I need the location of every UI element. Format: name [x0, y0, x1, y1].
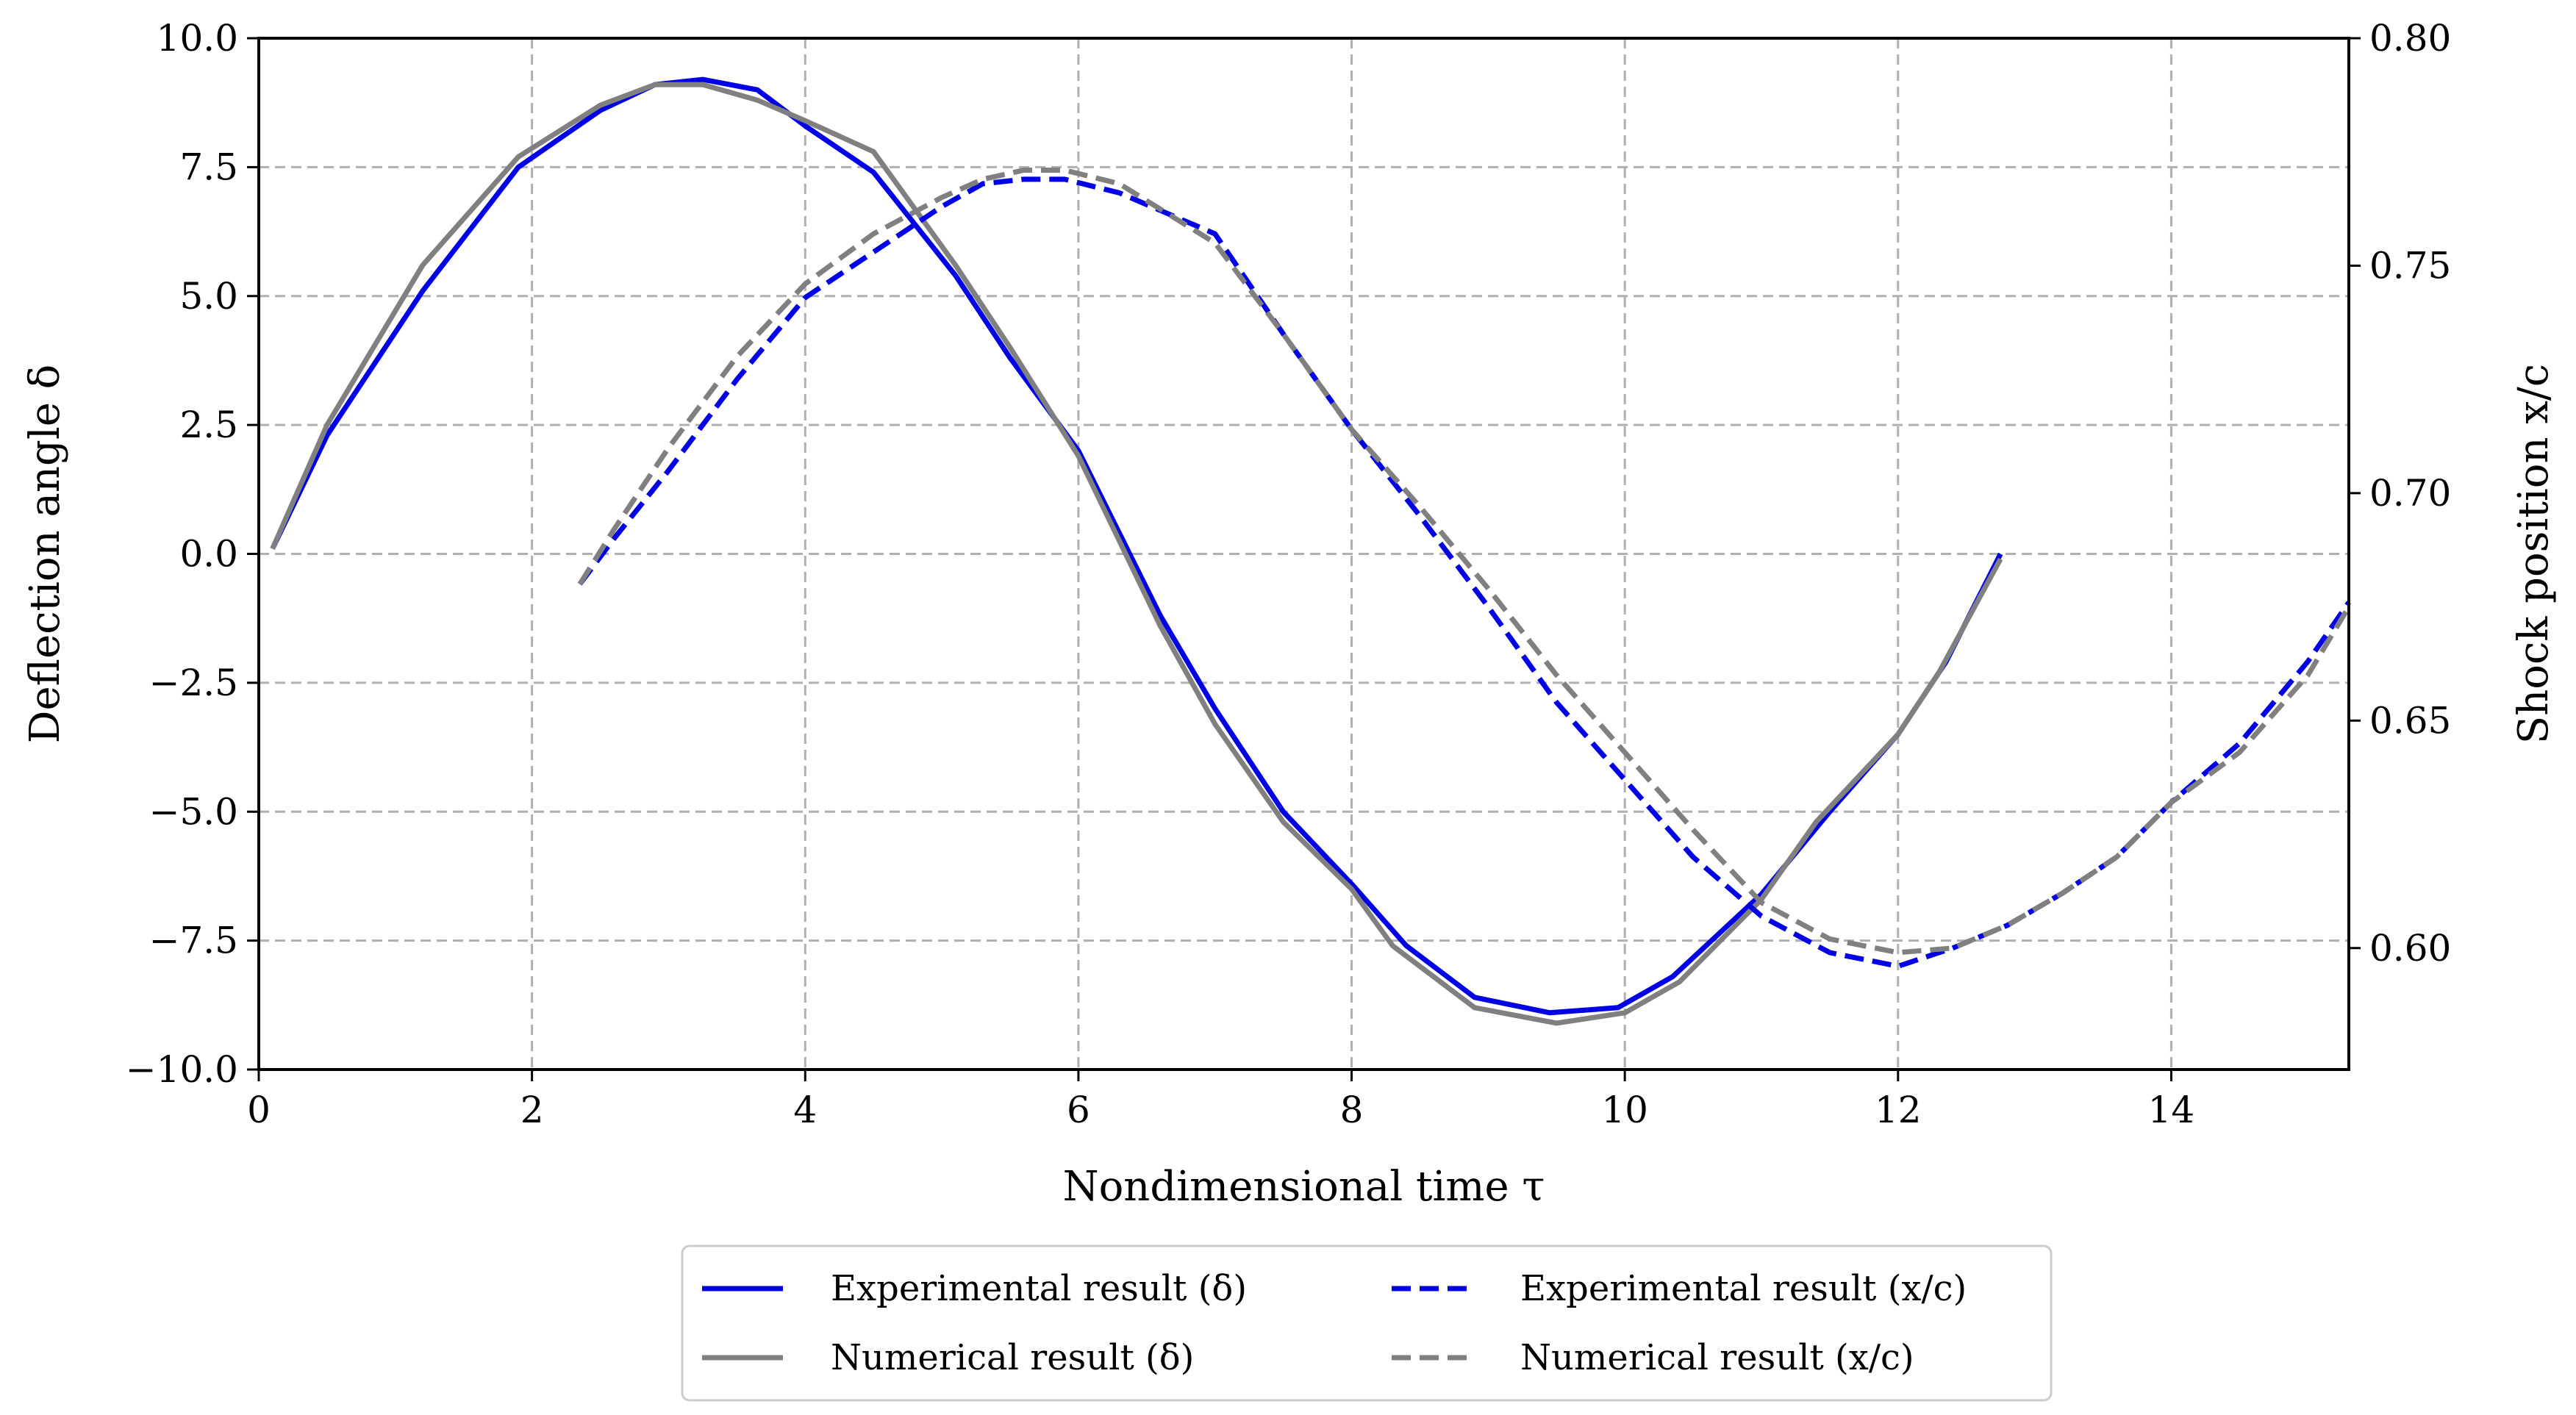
left-y-tick-label: −5.0 — [149, 790, 238, 833]
right-y-tick-label: 0.70 — [2369, 472, 2451, 515]
left-y-tick-label: 0.0 — [179, 533, 238, 576]
legend-label: Experimental result (δ) — [831, 1268, 1247, 1309]
axis-ticks: 0 2 4 6 8 10 12 14 10.0 7.5 5.0 2.5 0.0 −2.5 −5.0 −7.5 −… — [126, 17, 2452, 1131]
left-y-tick-label: −2.5 — [149, 662, 238, 704]
legend-label: Numerical result (δ) — [831, 1337, 1194, 1378]
x-tick-label: 12 — [1875, 1089, 1922, 1131]
left-y-tick-label: 7.5 — [179, 146, 238, 188]
x-tick-label: 2 — [520, 1089, 544, 1131]
right-y-tick-label: 0.75 — [2369, 244, 2451, 287]
right-y-tick-label: 0.80 — [2369, 17, 2451, 60]
series-line-2 — [270, 82, 2003, 1026]
left-y-tick-label: 5.0 — [179, 275, 238, 318]
x-tick-label: 14 — [2148, 1089, 2195, 1131]
x-tick-label: 4 — [793, 1089, 817, 1131]
series-line-1 — [270, 76, 2003, 1016]
right-y-tick-label: 0.60 — [2369, 927, 2451, 970]
legend: Experimental result (δ) Experimental resu… — [681, 1244, 2053, 1402]
right-y-axis-title: Shock position x/c — [2510, 364, 2558, 744]
left-y-axis-title: Deflection angle δ — [21, 365, 69, 744]
left-y-tick-label: −7.5 — [149, 920, 238, 962]
legend-box — [681, 1244, 2053, 1402]
legend-label: Experimental result (x/c) — [1520, 1268, 1967, 1309]
left-y-tick-label: 2.5 — [179, 404, 238, 446]
series-line-4 — [577, 168, 2352, 956]
right-y-tick-label: 0.65 — [2369, 699, 2451, 742]
x-tick-label: 10 — [1601, 1089, 1648, 1131]
x-tick-label: 6 — [1067, 1089, 1090, 1131]
x-tick-label: 8 — [1340, 1089, 1364, 1131]
x-axis-title: Nondimensional time τ — [1063, 1163, 1545, 1211]
left-y-tick-label: 10.0 — [157, 17, 238, 60]
left-y-tick-label: −10.0 — [126, 1048, 238, 1091]
series-line-3 — [577, 176, 2351, 969]
legend-label: Numerical result (x/c) — [1520, 1337, 1914, 1378]
series-layer — [270, 76, 2352, 1026]
x-tick-label: 0 — [247, 1089, 271, 1131]
